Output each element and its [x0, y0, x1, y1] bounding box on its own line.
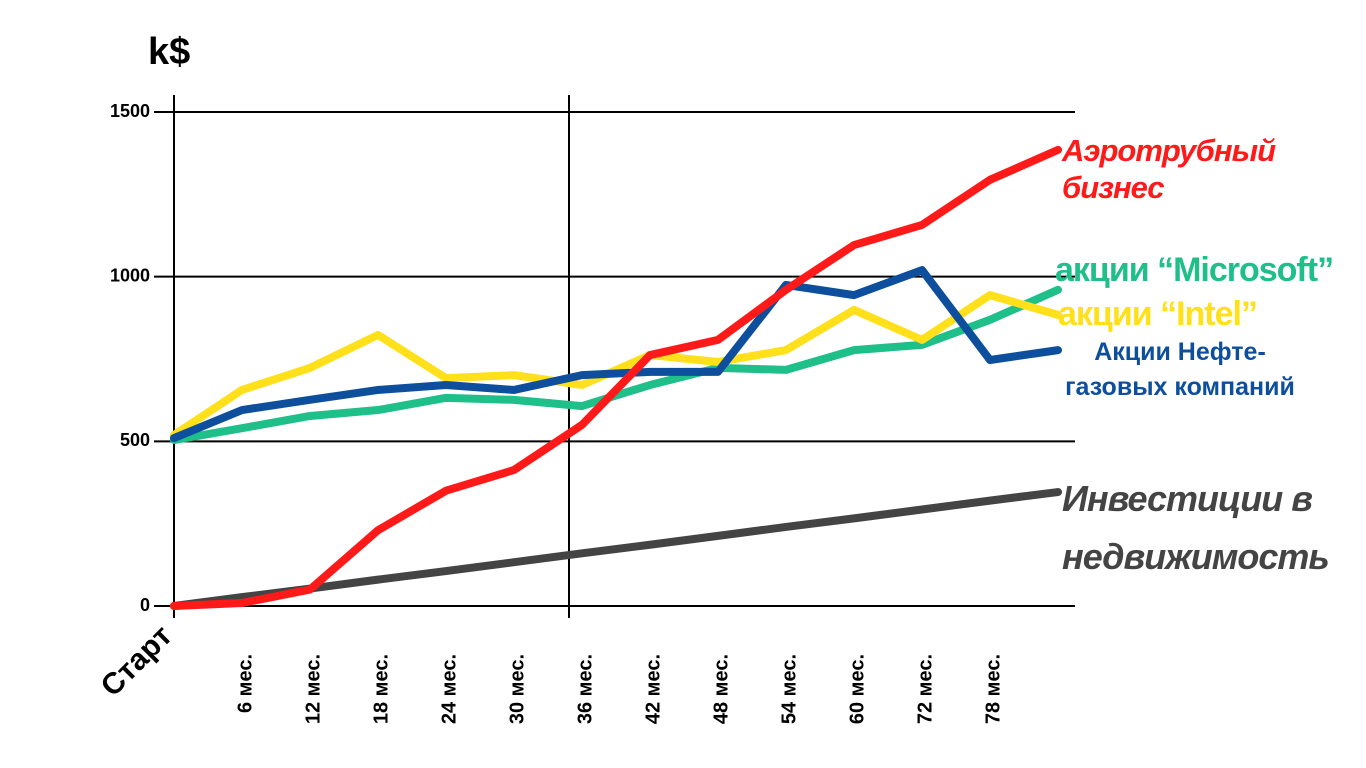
legend-label: Аэротрубный бизнес — [1062, 133, 1276, 206]
y-tick-label: 500 — [120, 430, 150, 450]
y-tick-label: 1000 — [110, 265, 150, 285]
x-tick-label: 72 мес. — [914, 654, 936, 724]
legend-label: акции “Intel” — [1058, 295, 1258, 333]
series-line — [170, 145, 1062, 610]
x-tick-label: 24 мес. — [438, 654, 460, 724]
x-tick-label: 12 мес. — [302, 654, 324, 724]
series-line — [170, 488, 1062, 610]
x-tick-label: 42 мес. — [642, 654, 664, 724]
y-tick-label: 0 — [140, 595, 150, 615]
x-tick-label: 36 мес. — [574, 654, 596, 724]
x-tick-label: 78 мес. — [982, 654, 1004, 724]
legend-label: акции “Microsoft” — [1055, 251, 1334, 289]
x-tick-label: Старт — [95, 619, 179, 703]
x-tick-label: 54 мес. — [778, 654, 800, 724]
x-tick-label: 48 мес. — [710, 654, 732, 724]
series-line — [170, 266, 1062, 443]
legend-label: Инвестиции в недвижимость — [1062, 478, 1330, 577]
y-tick-label: 1500 — [110, 101, 150, 121]
legend-label: Акции Нефте-газовых компаний — [1065, 338, 1295, 401]
x-tick-label: 60 мес. — [846, 654, 868, 724]
x-tick-label: 30 мес. — [506, 654, 528, 724]
y-axis-label: k$ — [148, 31, 190, 73]
x-tick-label: 18 мес. — [370, 654, 392, 724]
x-tick-label: 6 мес. — [234, 654, 256, 713]
